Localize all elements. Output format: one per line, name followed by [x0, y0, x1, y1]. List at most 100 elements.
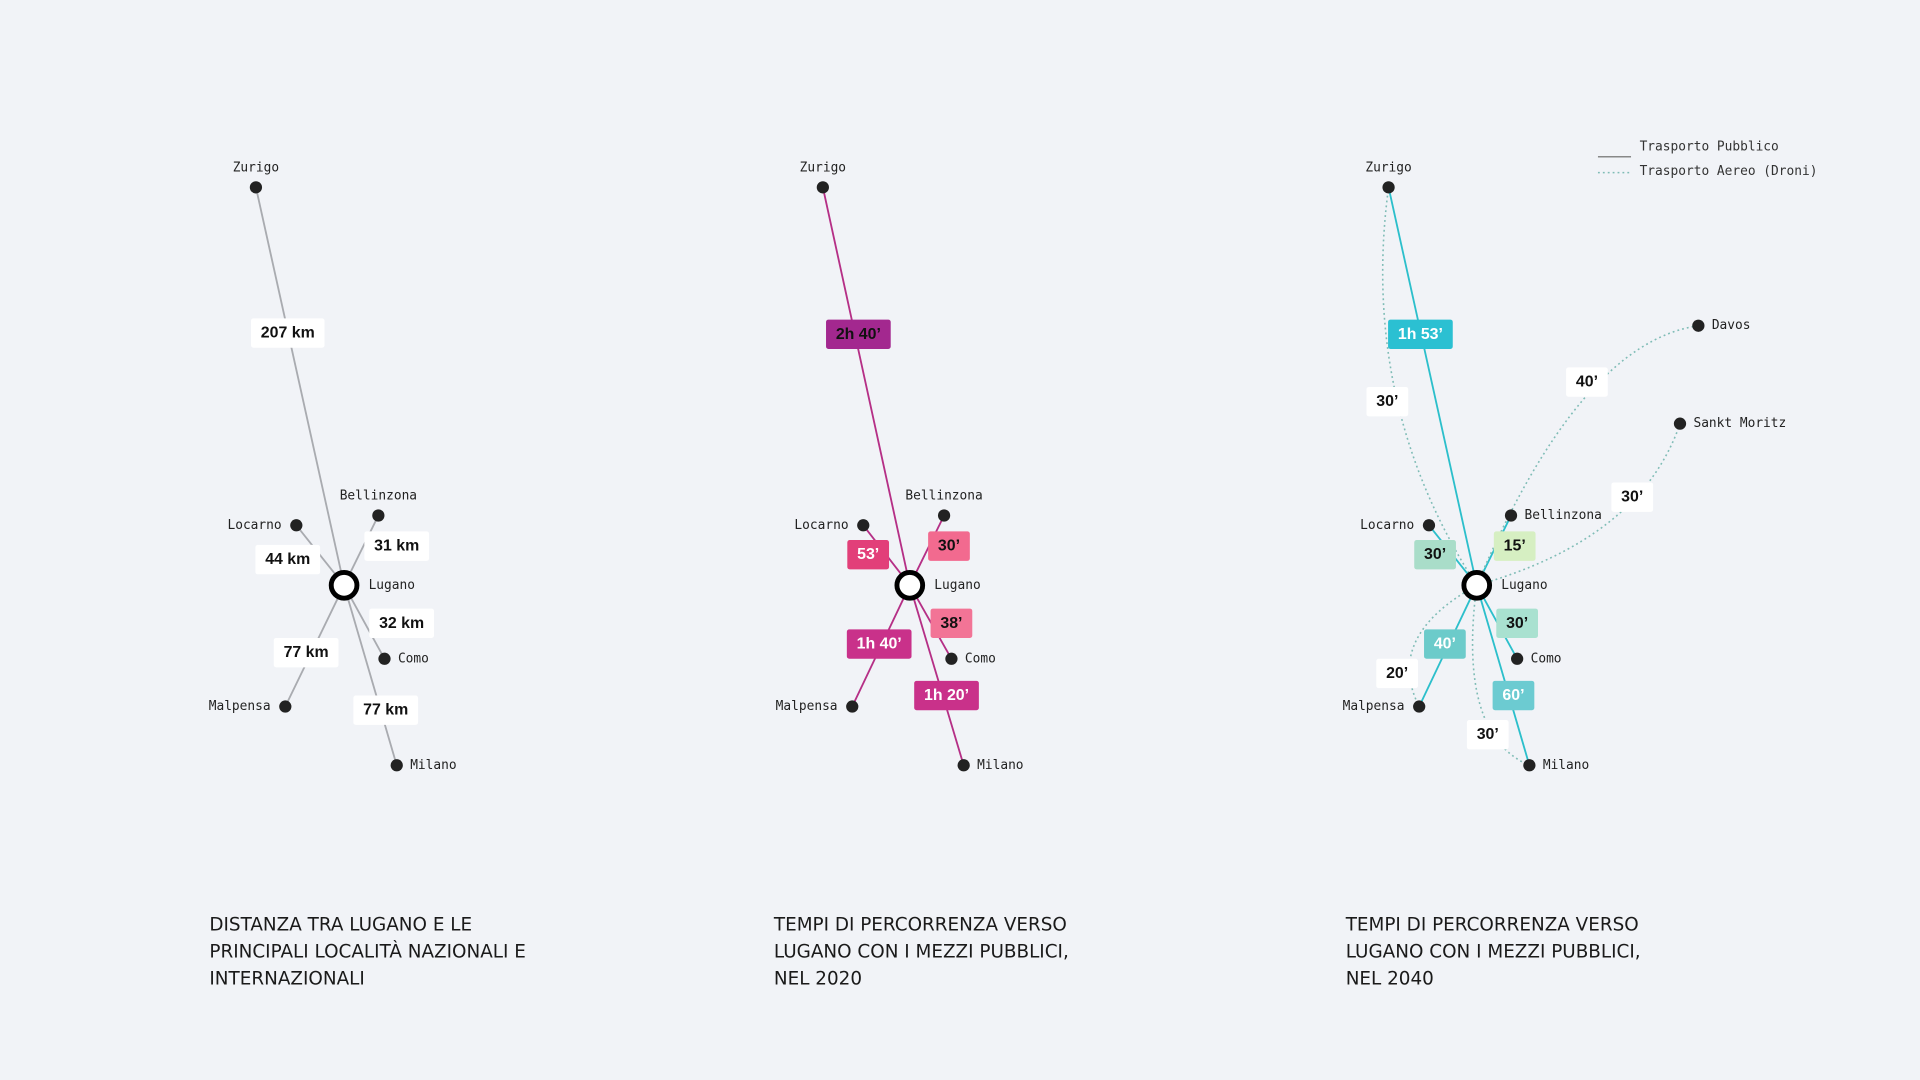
- node-label: Locarno: [794, 518, 848, 533]
- label-bg: [846, 629, 912, 659]
- node-dot: [1673, 417, 1687, 430]
- label-bg: [1388, 319, 1453, 349]
- edge-label-box: 44 km: [255, 544, 321, 575]
- node-dot: [1422, 519, 1436, 532]
- route-line: [1387, 187, 1478, 586]
- panel-title: NEL 2020: [774, 969, 862, 990]
- node-label: Sankt Moritz: [1693, 416, 1786, 431]
- legend-label: Trasporto Aereo (Droni): [1640, 164, 1818, 179]
- edge-label-box: 40’: [1566, 367, 1608, 397]
- edges: [1381, 187, 1699, 767]
- route-line: [255, 187, 345, 586]
- label-bg: [1496, 608, 1539, 638]
- label-bg: [914, 680, 979, 711]
- edge-label-box: 207 km: [250, 318, 325, 348]
- edge-label: 30’: [1621, 489, 1643, 506]
- node-label: Como: [1531, 651, 1562, 666]
- edge-label: 31 km: [374, 538, 419, 555]
- edge-label: 77 km: [284, 644, 329, 661]
- label-bg: [928, 531, 970, 561]
- node-dot: [249, 181, 263, 194]
- edge-label: 44 km: [265, 551, 310, 568]
- panel-title: INTERNAZIONALI: [209, 969, 364, 990]
- node-dot: [1382, 181, 1395, 194]
- node-label: Milano: [1543, 758, 1589, 773]
- edge-label-box: 60’: [1492, 680, 1535, 711]
- edge-label-box: 30’: [1466, 720, 1509, 750]
- node-label: Bellinzona: [1524, 508, 1601, 523]
- node-label: Como: [965, 651, 996, 666]
- drone-route: [1381, 187, 1478, 586]
- edges: [255, 187, 398, 766]
- edge-label-box: 30’: [928, 531, 970, 561]
- label-bg: [1414, 540, 1456, 570]
- edge-label: 38’: [940, 615, 962, 632]
- node-dot: [279, 700, 292, 713]
- edge-label-box: 30’: [1366, 386, 1409, 417]
- label-bg: [847, 540, 890, 570]
- label-bg: [250, 318, 325, 348]
- panel: 2h 40’ 30’ 53’ 38’ 1h 40’ 1h 20’ Zurigo Bellinz…: [773, 160, 1069, 989]
- edge-label: 1h 53’: [1398, 326, 1443, 343]
- node-dot: [372, 509, 385, 522]
- edge-label-box: 31 km: [364, 531, 430, 561]
- node-dot: [816, 181, 829, 194]
- panel-title: NEL 2040: [1346, 969, 1434, 990]
- edge-label-box: 20’: [1376, 658, 1419, 689]
- edge-label: 30’: [938, 538, 960, 555]
- node-label: Davos: [1712, 318, 1751, 333]
- label-bg: [1493, 531, 1536, 561]
- edge-label-box: 38’: [930, 608, 973, 638]
- center-node: [1461, 570, 1493, 601]
- edge-label-box: 30’: [1414, 540, 1456, 570]
- nodes: Zurigo Bellinzona Locarno Como Malpensa Milan…: [776, 160, 1024, 773]
- center-label: Lugano: [1501, 578, 1547, 593]
- label-bg: [273, 637, 339, 668]
- route-line: [1475, 585, 1531, 766]
- label-bg: [1566, 367, 1608, 397]
- label-bg: [1492, 680, 1535, 711]
- label-bg: [1466, 720, 1509, 750]
- edge-label: 32 km: [379, 615, 424, 632]
- route-line: [343, 585, 398, 766]
- edge-label: 30’: [1376, 393, 1398, 410]
- panel: 1h 53’30’15’30’30’40’20’60’30’40’30’Zuri…: [1343, 160, 1787, 989]
- edge-label-box: 32 km: [369, 608, 434, 638]
- drone-route: [1408, 584, 1478, 707]
- edge-label: 30’: [1424, 546, 1446, 563]
- node-label: Locarno: [1360, 518, 1414, 533]
- node-dot: [1413, 700, 1426, 713]
- node-dot: [390, 759, 403, 772]
- edges: [821, 187, 965, 766]
- node-dot: [378, 652, 391, 665]
- node-dot: [957, 759, 970, 772]
- edge-label: 30’: [1477, 726, 1499, 743]
- route-line: [908, 585, 965, 766]
- panel-title: TEMPI DI PERCORRENZA VERSO: [773, 915, 1067, 936]
- node-label: Bellinzona: [340, 488, 417, 503]
- center-node: [894, 570, 926, 601]
- node-label: Malpensa: [776, 699, 838, 714]
- label-bg: [1376, 658, 1419, 689]
- node-dot: [857, 519, 870, 532]
- edge-label-box: 2h 40’: [826, 319, 891, 349]
- edge-label-box: 1h 40’: [846, 629, 912, 659]
- edge-label: 60’: [1502, 687, 1524, 704]
- legend: Trasporto Pubblico Trasporto Aereo (Droni…: [1597, 139, 1818, 179]
- center-node: [328, 570, 360, 601]
- label-bg: [369, 608, 434, 638]
- legend-label: Trasporto Pubblico: [1640, 139, 1779, 154]
- node-label: Bellinzona: [905, 488, 982, 503]
- label-bg: [826, 319, 891, 349]
- node-dot: [937, 509, 951, 522]
- node-dot: [846, 700, 859, 713]
- edge-label: 2h 40’: [836, 326, 881, 343]
- label-bg: [1424, 629, 1466, 659]
- label-bg: [255, 544, 321, 575]
- node-label: Malpensa: [1343, 699, 1405, 714]
- panel-title: TEMPI DI PERCORRENZA VERSO: [1345, 915, 1639, 936]
- center-label: Lugano: [934, 578, 980, 593]
- drone-route: [1471, 585, 1530, 767]
- node-label: Milano: [977, 758, 1023, 773]
